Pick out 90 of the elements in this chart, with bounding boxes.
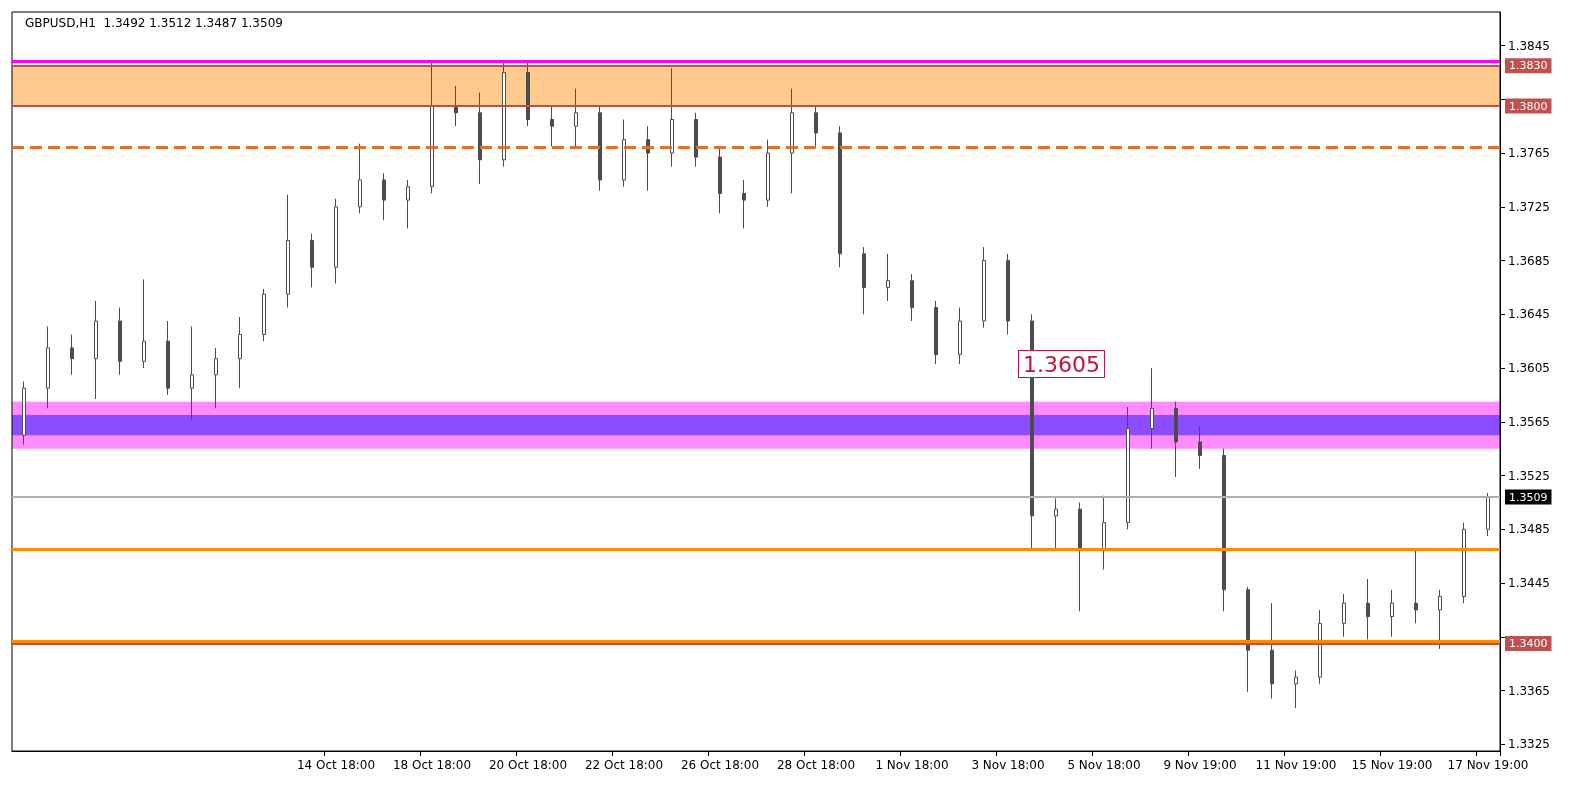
x-tick-label: 14 Oct 18:00 (296, 758, 376, 772)
candlestick (790, 88, 794, 194)
candlestick (982, 246, 986, 329)
candlestick (70, 333, 74, 376)
candlestick (622, 118, 626, 188)
candlestick (1150, 367, 1154, 450)
annotation: 1.3605 (1023, 351, 1100, 377)
y-tick-label: 1.3605 (1508, 361, 1550, 376)
candlestick (1390, 589, 1394, 638)
candlestick (406, 179, 410, 229)
x-tick-label: 20 Oct 18:00 (488, 758, 568, 772)
x-tick-label: 22 Oct 18:00 (584, 758, 664, 772)
y-tick-label: 1.3445 (1508, 576, 1550, 591)
ref-line-label: 1.3800 (1509, 99, 1548, 113)
ref-line-label: 1.3400 (1509, 637, 1548, 651)
candlestick (142, 278, 146, 369)
candlestick (190, 325, 194, 420)
candlestick (238, 316, 242, 389)
candlestick (46, 325, 50, 409)
candlestick (214, 347, 218, 409)
x-tick-label: 15 Nov 19:00 (1351, 758, 1433, 772)
candlestick (22, 381, 26, 446)
candlestick (814, 105, 818, 147)
candlestick (742, 179, 746, 229)
candlestick (838, 125, 842, 268)
y-tick-label: 1.3485 (1508, 522, 1550, 537)
candlestick (1126, 406, 1130, 530)
candlestick (1462, 522, 1466, 604)
candlestick (646, 125, 650, 192)
candlestick (1438, 589, 1442, 650)
candlestick (910, 273, 914, 322)
x-tick-label: 28 Oct 18:00 (776, 758, 856, 772)
candlestick (382, 172, 386, 221)
x-tick-label: 9 Nov 19:00 (1163, 758, 1237, 772)
ref-line-label: 1.3830 (1509, 59, 1548, 73)
candlestick (1078, 501, 1082, 612)
x-tick-label: 17 Nov 19:00 (1447, 758, 1529, 772)
y-tick-label: 1.3685 (1508, 253, 1550, 268)
x-tick-label: 11 Nov 19:00 (1255, 758, 1337, 772)
candlestick (1270, 602, 1274, 700)
candlestick (886, 253, 890, 302)
candlestick (1054, 497, 1058, 550)
x-tick-label: 3 Nov 18:00 (971, 758, 1045, 772)
y-tick-label: 1.3845 (1508, 38, 1550, 53)
candlestick (334, 198, 338, 284)
candlestick (1342, 593, 1346, 638)
candlestick (478, 92, 482, 185)
candlestick (1294, 669, 1298, 709)
candlestick (526, 61, 530, 127)
candlestick (502, 62, 506, 168)
candlestick (286, 194, 290, 309)
candlestick (958, 307, 962, 365)
y-tick-label: 1.3325 (1508, 737, 1550, 752)
candlestick (766, 139, 770, 208)
candlestick (94, 300, 98, 400)
candlestick (862, 246, 866, 315)
candlestick (670, 67, 674, 168)
y-tick-label: 1.3365 (1508, 683, 1550, 698)
candlestick (358, 143, 362, 215)
candlestick (430, 62, 434, 194)
candlestick (1318, 609, 1322, 685)
ref-line-label: 1.3509 (1509, 490, 1548, 504)
candlestick (550, 105, 554, 147)
candlestick (1246, 586, 1250, 693)
x-tick-label: 18 Oct 18:00 (392, 758, 472, 772)
y-tick-label: 1.3565 (1508, 414, 1550, 429)
y-tick-label: 1.3645 (1508, 307, 1550, 322)
candlestick (454, 85, 458, 127)
chart-title: GBPUSD,H1 1.3492 1.3512 1.3487 1.3509 (25, 16, 283, 30)
candlestick (694, 112, 698, 168)
candlestick (1102, 495, 1106, 571)
candlestick (262, 288, 266, 342)
candlestick (310, 233, 314, 288)
candlestick (1486, 492, 1490, 537)
candlestick (1366, 578, 1370, 640)
candlestick (118, 307, 122, 376)
candlestick (934, 300, 938, 365)
candlestick (166, 320, 170, 396)
x-tick-label: 26 Oct 18:00 (680, 758, 760, 772)
candlestick (598, 105, 602, 192)
x-tick-label: 5 Nov 18:00 (1067, 758, 1141, 772)
candlestick (1222, 448, 1226, 612)
y-tick-label: 1.3765 (1508, 146, 1550, 161)
candlestick (1006, 253, 1010, 335)
candlestick (574, 88, 578, 147)
candlestick (1198, 425, 1202, 470)
candlestick (1174, 401, 1178, 478)
y-tick-label: 1.3525 (1508, 468, 1550, 483)
y-tick-label: 1.3725 (1508, 199, 1550, 214)
x-tick-label: 1 Nov 18:00 (875, 758, 949, 772)
